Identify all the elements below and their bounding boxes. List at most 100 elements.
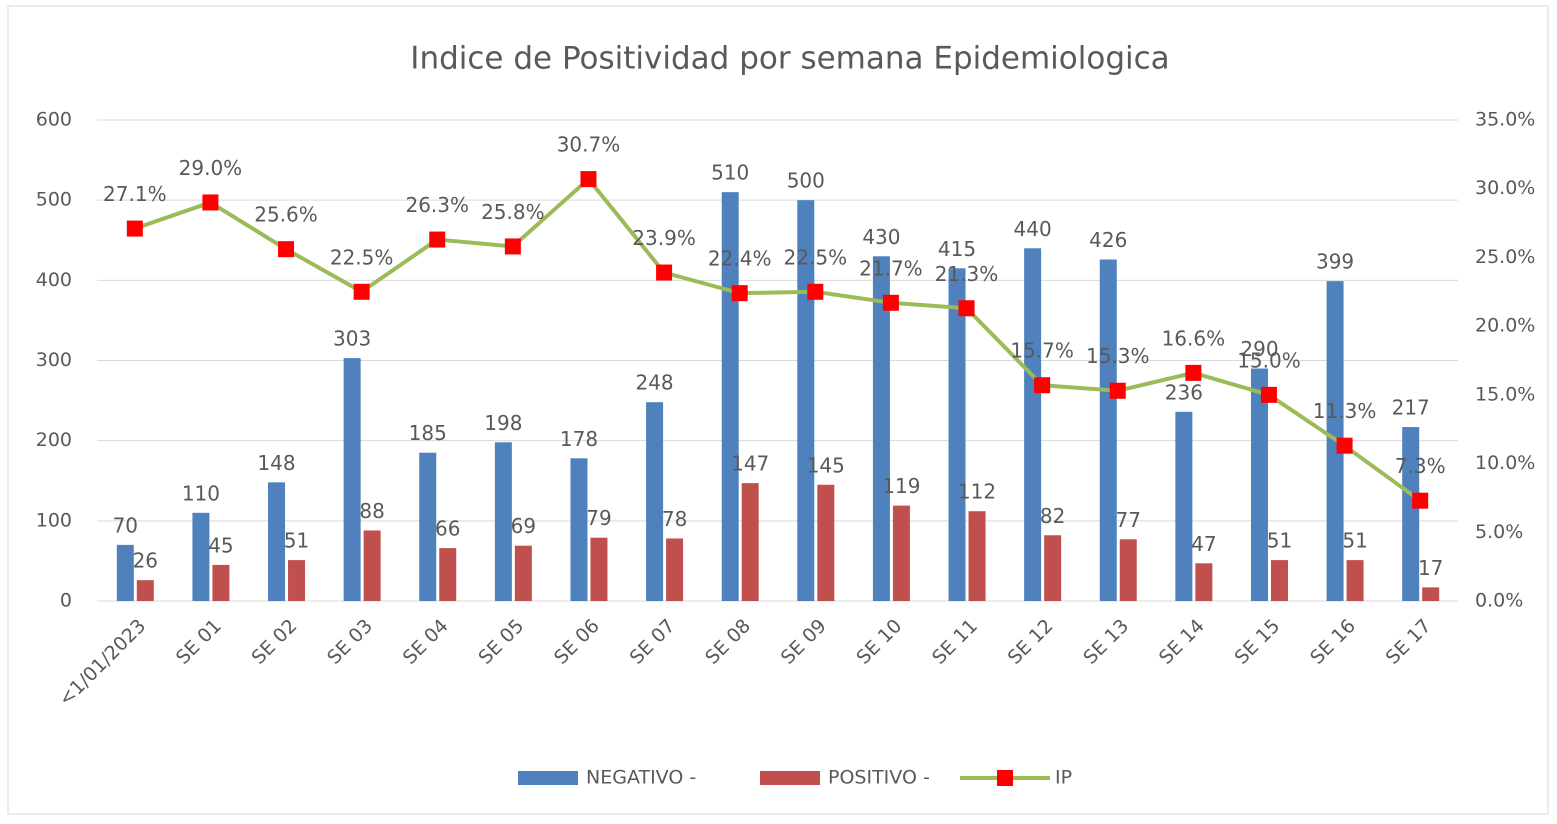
bar	[1099, 259, 1117, 601]
data-label: 69	[511, 514, 536, 538]
data-label: 25.8%	[481, 200, 545, 224]
bar	[1044, 535, 1062, 601]
data-label: 440	[1014, 217, 1052, 241]
bar	[363, 530, 381, 601]
data-label: 15.7%	[1010, 339, 1074, 363]
bar	[288, 560, 306, 601]
data-label: 51	[1267, 529, 1292, 553]
data-label: 15.3%	[1086, 344, 1150, 368]
data-label: 147	[731, 452, 769, 476]
y-tick-label: 300	[36, 349, 72, 371]
marker	[1109, 382, 1126, 399]
data-label: 15.0%	[1237, 348, 1301, 372]
marker	[1185, 364, 1202, 381]
bar	[1346, 560, 1364, 601]
data-label: 510	[711, 161, 749, 185]
data-label: 77	[1116, 508, 1141, 532]
bar	[116, 544, 134, 601]
data-label: 145	[807, 453, 845, 477]
bar	[419, 452, 437, 601]
legend-swatch	[760, 771, 820, 785]
data-label: 26	[133, 549, 158, 573]
bar	[1175, 411, 1193, 601]
bar	[666, 538, 684, 601]
data-label: 430	[862, 225, 900, 249]
bar	[872, 256, 890, 601]
data-label: 26.3%	[405, 193, 469, 217]
y2-tick-label: 15.0%	[1475, 383, 1535, 405]
bar	[570, 458, 588, 601]
data-label: 45	[208, 533, 233, 557]
data-label: 29.0%	[179, 156, 243, 180]
marker	[807, 283, 824, 300]
data-label: 17	[1418, 556, 1443, 580]
marker	[126, 220, 143, 237]
data-label: 11.3%	[1313, 399, 1377, 423]
data-label: 426	[1089, 228, 1127, 252]
bar	[1422, 587, 1440, 601]
data-label: 112	[958, 480, 996, 504]
marker	[958, 300, 975, 317]
bar	[1270, 560, 1288, 601]
y2-tick-label: 20.0%	[1475, 315, 1535, 337]
y2-tick-label: 5.0%	[1475, 521, 1523, 543]
data-label: 303	[333, 327, 371, 351]
bar	[646, 402, 664, 601]
bar	[343, 358, 361, 601]
data-label: 22.5%	[330, 245, 394, 269]
data-label: 7.3%	[1395, 454, 1446, 478]
bar	[514, 545, 532, 601]
data-label: 22.4%	[708, 247, 772, 271]
y-tick-label: 200	[36, 429, 72, 451]
data-label: 23.9%	[632, 226, 696, 250]
bar	[439, 548, 457, 601]
bar	[968, 511, 986, 601]
y2-tick-label: 0.0%	[1475, 590, 1523, 612]
legend-label: NEGATIVO -	[586, 767, 696, 789]
data-label: 119	[882, 474, 920, 498]
marker	[882, 294, 899, 311]
data-label: 21.3%	[935, 262, 999, 286]
y-tick-label: 600	[36, 109, 72, 131]
data-label: 78	[662, 507, 687, 531]
bar	[590, 537, 608, 601]
y2-tick-label: 10.0%	[1475, 452, 1535, 474]
bar	[192, 512, 210, 601]
marker	[1260, 386, 1277, 403]
marker	[1336, 437, 1353, 454]
marker	[1034, 377, 1051, 394]
marker	[580, 171, 597, 188]
bar	[212, 564, 230, 601]
bar	[817, 484, 835, 601]
y-tick-label: 500	[36, 189, 72, 211]
bar	[741, 483, 759, 601]
bar	[1250, 368, 1268, 601]
data-label: 70	[113, 513, 138, 537]
y-tick-label: 100	[36, 509, 72, 531]
marker	[731, 285, 748, 302]
marker	[278, 241, 295, 258]
data-label: 30.7%	[557, 133, 621, 157]
data-label: 79	[586, 506, 611, 530]
data-label: 290	[1240, 337, 1278, 361]
chart-title: Indice de Positividad por semana Epidemi…	[410, 41, 1169, 77]
data-label: 88	[359, 499, 384, 523]
legend-label: IP	[1055, 767, 1072, 789]
marker	[656, 264, 673, 281]
legend-label: POSITIVO -	[828, 767, 930, 789]
data-label: 16.6%	[1162, 326, 1226, 350]
bar	[1402, 427, 1420, 601]
bar	[948, 268, 966, 601]
data-label: 399	[1316, 250, 1354, 274]
bar	[136, 580, 154, 601]
y-tick-label: 0	[60, 590, 72, 612]
data-label: 21.7%	[859, 256, 923, 280]
bar	[892, 505, 910, 601]
marker	[202, 194, 219, 211]
data-label: 27.1%	[103, 182, 167, 206]
data-label: 236	[1165, 380, 1203, 404]
marker	[353, 283, 370, 300]
line	[134, 176, 1422, 503]
bar	[494, 442, 512, 601]
